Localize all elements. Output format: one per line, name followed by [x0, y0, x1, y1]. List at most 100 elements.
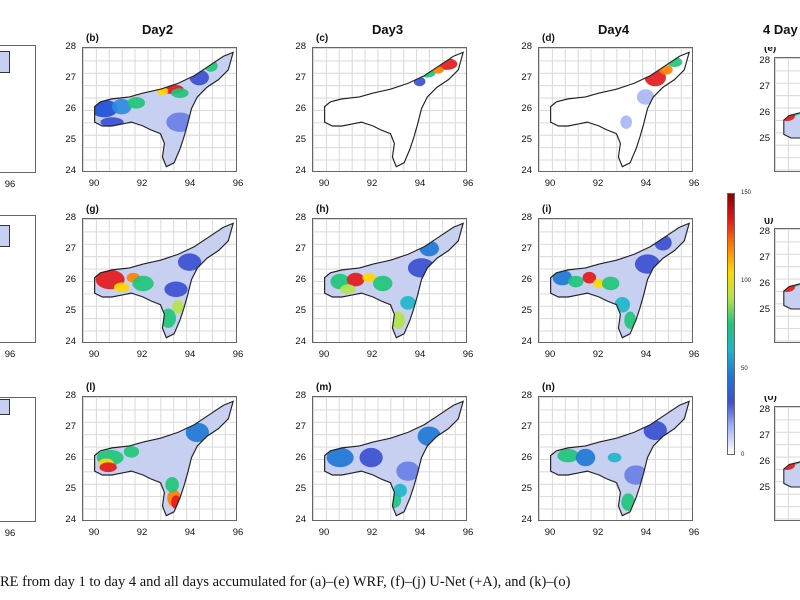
- y-tick-label: 28: [521, 212, 532, 223]
- colorbar-tick: 50: [741, 366, 748, 372]
- rainfall-patch: [165, 476, 179, 493]
- panel-label: (n): [542, 382, 555, 393]
- panel-label: (d): [542, 33, 555, 44]
- state-boundary: [550, 222, 691, 339]
- map-frame: [538, 218, 693, 343]
- x-tick-label: 94: [414, 178, 426, 189]
- y-tick-label: 28: [65, 41, 76, 52]
- x-tick-label: 92: [592, 349, 604, 360]
- rainfall-patch: [181, 413, 198, 425]
- x-tick-label: 96: [688, 178, 700, 189]
- panel-label: (e): [764, 47, 777, 54]
- colorbar: [727, 193, 735, 455]
- x-tick-label: 96: [232, 349, 244, 360]
- rainfall-patch: [326, 447, 354, 468]
- y-tick-label: 28: [65, 212, 76, 223]
- rainfall-patch: [624, 311, 636, 329]
- rainfall-patch: [177, 253, 202, 271]
- rainfall-patch: [123, 445, 140, 458]
- map-frame: [82, 47, 237, 172]
- y-tick-label: 25: [759, 133, 770, 144]
- map-region-fill: [324, 52, 464, 167]
- column-title-all-days: 4 Day: [763, 22, 798, 37]
- y-tick-label: 26: [295, 274, 306, 285]
- y-tick-label: 26: [295, 103, 306, 114]
- x-tick-label: 94: [184, 527, 196, 538]
- rainfall-patch: [621, 493, 635, 511]
- y-tick-label: 27: [521, 421, 532, 432]
- rainfall-patch: [557, 448, 579, 463]
- state-boundary: [94, 222, 235, 339]
- x-tick-label: 94: [184, 349, 196, 360]
- rainfall-patch: [666, 57, 683, 67]
- rainfall-patch: [127, 96, 145, 109]
- y-tick-label: 27: [295, 72, 306, 83]
- left-partial-xtick: 96: [4, 349, 16, 360]
- map-panel: (c) 28 27 26 25 24 90 92 94 96: [282, 33, 473, 189]
- rainfall-patch: [624, 465, 648, 485]
- y-tick-label: 27: [65, 243, 76, 254]
- left-partial-xtick: 96: [4, 179, 16, 190]
- map-frame: [538, 47, 693, 172]
- panel-label: (h): [316, 204, 329, 215]
- y-tick-label: 28: [759, 404, 770, 415]
- y-tick-label: 28: [65, 390, 76, 401]
- state-boundary: [94, 51, 235, 168]
- rainfall-patch: [132, 275, 154, 292]
- x-tick-label: 96: [232, 527, 244, 538]
- y-tick-label: 27: [65, 72, 76, 83]
- y-tick-label: 27: [759, 252, 770, 263]
- state-map: [94, 51, 235, 168]
- rainfall-patch: [607, 452, 622, 463]
- map-panel: (j) 28 27 26 25: [752, 218, 800, 368]
- rainfall-patch: [783, 460, 795, 470]
- map-region-fill: [94, 223, 234, 338]
- y-tick-label: 26: [759, 107, 770, 118]
- column-title-day2: Day2: [142, 22, 174, 37]
- rainfall-patch: [659, 64, 673, 75]
- y-tick-label: 27: [759, 430, 770, 441]
- state-map: [550, 222, 691, 339]
- rainfall-patch: [164, 281, 188, 297]
- rainfall-patch: [373, 275, 393, 292]
- y-tick-label: 25: [521, 483, 532, 494]
- x-tick-label: 96: [688, 349, 700, 360]
- y-tick-label: 28: [521, 41, 532, 52]
- map-panel: (i) 28 27 26 25 24 90 92 94 96: [508, 204, 699, 360]
- y-tick-label: 25: [65, 483, 76, 494]
- x-tick-label: 96: [232, 178, 244, 189]
- y-tick-label: 25: [521, 305, 532, 316]
- x-tick-label: 90: [544, 349, 556, 360]
- x-tick-label: 94: [640, 178, 652, 189]
- x-tick-label: 92: [136, 527, 148, 538]
- y-tick-label: 27: [521, 72, 532, 83]
- state-map: [324, 51, 465, 168]
- state-map: [94, 222, 235, 339]
- rainfall-patch: [112, 98, 132, 115]
- x-tick-label: 92: [366, 527, 378, 538]
- rainfall-patch: [568, 275, 584, 288]
- y-tick-label: 25: [521, 134, 532, 145]
- state-boundary: [94, 400, 235, 517]
- rainfall-patch: [172, 299, 184, 314]
- x-tick-label: 94: [414, 349, 426, 360]
- colorbar-tick: 100: [741, 278, 752, 284]
- y-tick-label: 25: [759, 482, 770, 493]
- panel-label: (l): [86, 382, 96, 393]
- y-tick-label: 25: [295, 134, 306, 145]
- rainfall-patch: [620, 115, 632, 129]
- y-tick-label: 26: [521, 274, 532, 285]
- y-tick-label: 28: [295, 390, 306, 401]
- left-partial-xtick: 96: [4, 528, 16, 539]
- map-region-fill: [550, 223, 690, 338]
- x-tick-label: 96: [462, 349, 474, 360]
- x-tick-label: 92: [592, 527, 604, 538]
- rainfall-patch: [636, 89, 655, 105]
- y-tick-label: 27: [295, 421, 306, 432]
- x-tick-label: 94: [184, 178, 196, 189]
- x-tick-label: 90: [544, 178, 556, 189]
- left-partial-panel-row3: 96: [0, 397, 36, 542]
- x-tick-label: 94: [414, 527, 426, 538]
- left-partial-panel-row2: 96: [0, 215, 36, 365]
- map-panel: (g) 28 27 26 25 24 90 92 94 96: [52, 204, 243, 360]
